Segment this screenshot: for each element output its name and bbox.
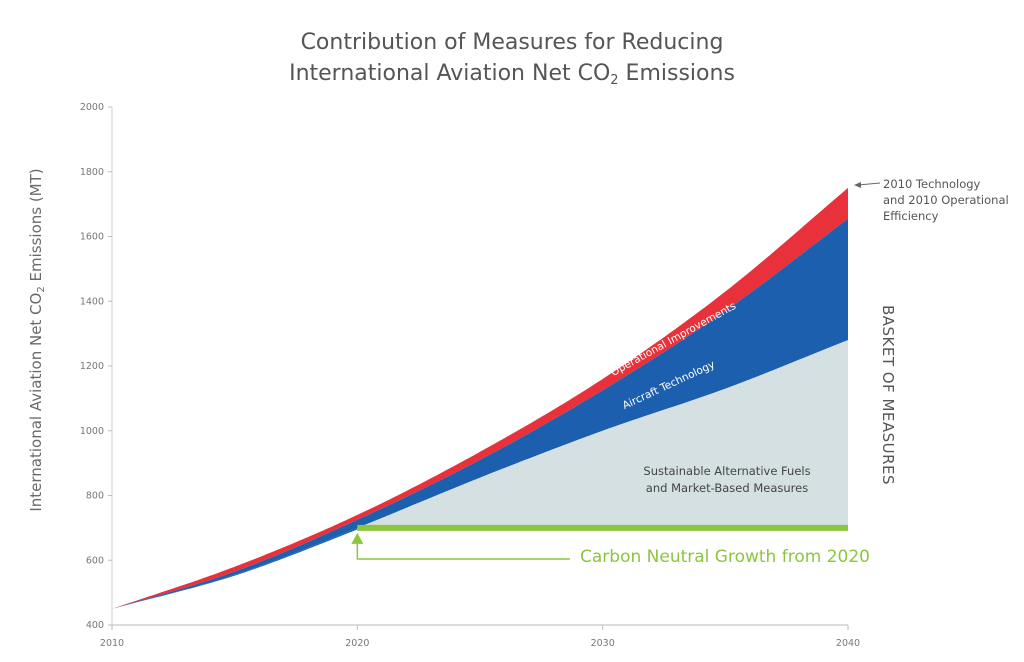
carbon-neutral-label: Carbon Neutral Growth from 2020 (580, 547, 870, 567)
tech-line3: Efficiency (883, 209, 939, 223)
x-tick-label: 2030 (591, 638, 615, 649)
y-tick-label: 1000 (80, 426, 104, 437)
y-tick-label: 2000 (80, 102, 104, 113)
carbon-neutral-arrow (351, 532, 364, 544)
tech-pointer-head (854, 182, 861, 188)
title-prefix: International Aviation Net CO (289, 61, 611, 86)
x-tick-label: 2020 (345, 638, 369, 649)
tech-pointer-line (857, 182, 881, 186)
marks (351, 182, 881, 560)
carbon-neutral-connector (356, 542, 570, 560)
title-subscript: 2 (610, 73, 619, 88)
x-tick-label: 2040 (836, 638, 860, 649)
axes: 2000 1800 1600 1400 1200 1000 800 600 400 2010 202… (80, 102, 860, 649)
y-tick-label: 1400 (80, 296, 104, 307)
y-tick-label: 1200 (80, 361, 104, 372)
fuels-line1: Sustainable Alternative Fuels (643, 464, 811, 478)
y-tick-label: 1600 (80, 232, 104, 243)
y-tick-label: 800 (86, 491, 104, 502)
basket-of-measures-label: BASKET OF MEASURES (879, 304, 897, 486)
y-tick-label: 600 (86, 555, 104, 566)
chart-title-line1: Contribution of Measures for Reducing (300, 30, 724, 55)
title-suffix: Emissions (618, 61, 735, 86)
chart-title-line2: International Aviation Net CO2 Emissions (0, 58, 1024, 97)
areas (112, 187, 848, 609)
y-tick-label: 1800 (80, 167, 104, 178)
fuels-line2: and Market-Based Measures (645, 481, 809, 495)
x-tick-label: 2010 (100, 638, 124, 649)
area-alternative-fuels (357, 340, 848, 528)
carbon-neutral-bar (357, 524, 848, 531)
tech-annotation: 2010 Technology and 2010 Operational Eff… (883, 176, 1023, 224)
tech-line2: and 2010 Operational (883, 193, 1009, 207)
y-tick-label: 400 (86, 620, 104, 631)
fuels-annotation: Sustainable Alternative Fuels and Market… (612, 463, 842, 497)
tech-line1: 2010 Technology (883, 177, 981, 191)
